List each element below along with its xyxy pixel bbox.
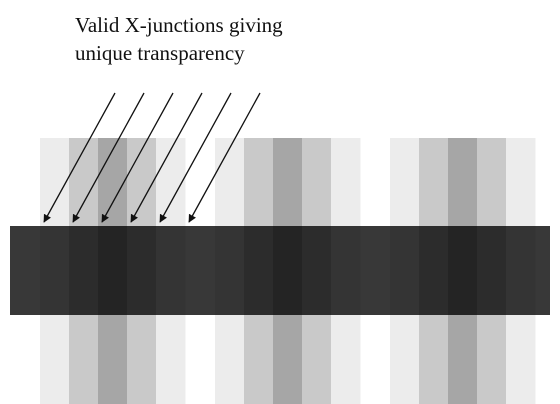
arrow xyxy=(43,92,116,223)
arrow xyxy=(72,92,145,223)
caption-line: unique transparency xyxy=(75,41,245,65)
arrow xyxy=(188,92,261,223)
caption-line: Valid X-junctions giving xyxy=(75,13,283,37)
arrow xyxy=(159,92,232,223)
arrow xyxy=(101,92,174,223)
arrow xyxy=(130,92,203,223)
horizontal-band xyxy=(10,226,550,315)
arrows xyxy=(43,92,261,223)
